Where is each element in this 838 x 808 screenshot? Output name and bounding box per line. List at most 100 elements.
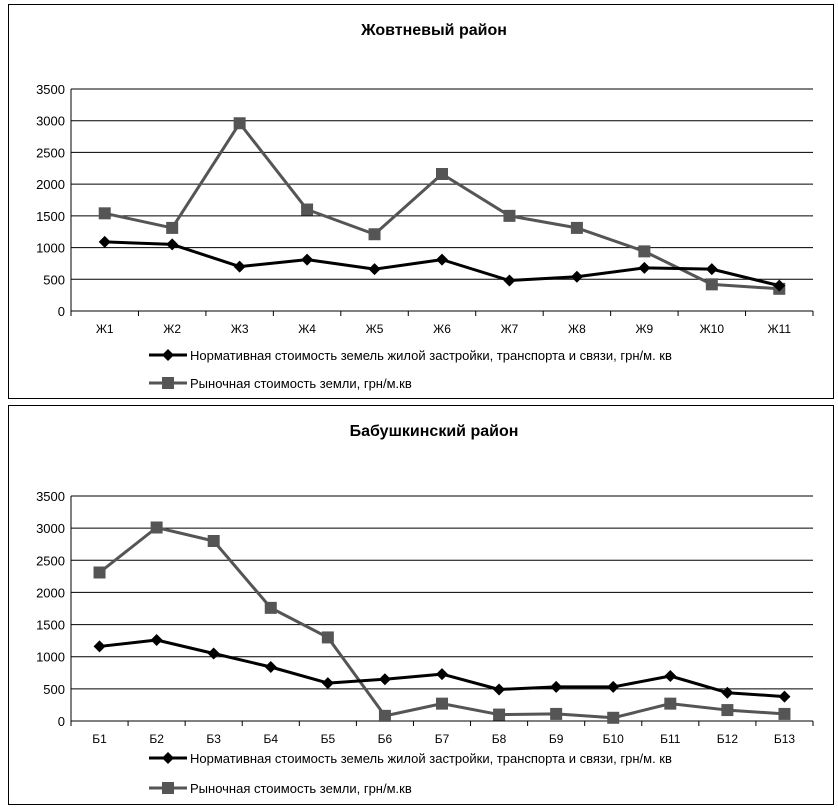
data-point-square bbox=[638, 245, 651, 258]
legend-marker-square bbox=[162, 377, 174, 389]
data-point-square bbox=[93, 566, 106, 579]
legend-label: Рыночная стоимость земли, грн/м.кв bbox=[190, 376, 412, 391]
x-tick-label: Ж3 bbox=[231, 322, 249, 336]
data-point-diamond bbox=[98, 235, 111, 248]
legend-label: Нормативная стоимость земель жилой застр… bbox=[190, 751, 672, 766]
x-tick-label: Ж7 bbox=[501, 322, 519, 336]
x-tick-label: Б2 bbox=[149, 732, 164, 746]
data-point-square bbox=[321, 631, 334, 644]
x-tick-label: Б3 bbox=[206, 732, 221, 746]
data-point-square bbox=[705, 278, 718, 291]
data-point-diamond bbox=[207, 647, 220, 660]
y-tick-label: 500 bbox=[43, 272, 65, 287]
x-tick-label: Ж4 bbox=[298, 322, 316, 336]
data-point-square bbox=[607, 711, 620, 724]
x-tick-label: Ж2 bbox=[163, 322, 181, 336]
x-tick-label: Б10 bbox=[603, 732, 625, 746]
legend-marker-diamond bbox=[162, 349, 174, 361]
legend-label: Рыночная стоимость земли, грн/м.кв bbox=[190, 781, 412, 796]
chart-svg-zhovtnevyi: Жовтневый район 0 500 1000 1500 2000 2500 3000… bbox=[36, 22, 814, 391]
y-tick-label: 3500 bbox=[36, 489, 65, 504]
y-tick-label: 500 bbox=[43, 682, 65, 697]
y-tick-label: 1500 bbox=[36, 209, 65, 224]
y-tick-label: 2000 bbox=[36, 177, 65, 192]
chart-zhovtnevyi: Жовтневый район 0 500 1000 1500 2000 2500 3000… bbox=[8, 4, 834, 399]
y-tick-label: 2500 bbox=[36, 145, 65, 160]
data-point-square bbox=[493, 708, 506, 721]
legend-marker-square bbox=[162, 782, 174, 794]
data-point-diamond bbox=[550, 680, 563, 693]
x-tick-label: Б7 bbox=[435, 732, 450, 746]
data-point-diamond bbox=[721, 686, 734, 699]
data-point-diamond bbox=[150, 634, 163, 646]
x-tick-label: Б11 bbox=[660, 732, 681, 746]
data-point-square bbox=[150, 521, 163, 534]
chart-babushkinskyi: Бабушкинский район 0 500 1000 1500 2000 2500 3… bbox=[8, 405, 834, 805]
data-point-diamond bbox=[436, 253, 448, 266]
data-point-diamond bbox=[233, 260, 246, 273]
x-tick-label: Ж6 bbox=[433, 322, 451, 336]
y-tick-label: 2500 bbox=[36, 553, 65, 568]
data-point-diamond bbox=[264, 661, 277, 673]
x-tick-label: Б8 bbox=[492, 732, 507, 746]
x-tick-label: Б12 bbox=[717, 732, 739, 746]
data-point-diamond bbox=[607, 680, 620, 693]
y-tick-label: 1000 bbox=[36, 650, 65, 665]
legend-label: Нормативная стоимость земель жилой застр… bbox=[190, 348, 672, 363]
data-point-diamond bbox=[773, 279, 786, 292]
x-tick-label: Б1 bbox=[92, 732, 107, 746]
data-point-diamond bbox=[436, 668, 448, 681]
data-point-square bbox=[570, 221, 583, 234]
x-tick-label: Б4 bbox=[263, 732, 278, 746]
y-tick-label: 0 bbox=[58, 304, 65, 319]
chart-title: Бабушкинский район bbox=[350, 423, 519, 440]
data-point-square bbox=[503, 209, 516, 222]
data-point-diamond bbox=[778, 690, 791, 703]
data-point-diamond bbox=[93, 640, 106, 653]
data-point-square bbox=[166, 221, 179, 234]
data-point-square bbox=[368, 228, 381, 241]
y-tick-label: 3000 bbox=[36, 521, 65, 536]
data-point-square bbox=[98, 207, 111, 220]
y-tick-label: 3500 bbox=[36, 82, 65, 97]
x-tick-label: Б5 bbox=[321, 732, 336, 746]
data-point-diamond bbox=[378, 673, 391, 686]
x-tick-label: Б6 bbox=[378, 732, 393, 746]
data-point-diamond bbox=[301, 253, 314, 266]
data-point-diamond bbox=[664, 670, 677, 682]
data-point-square bbox=[378, 709, 391, 722]
data-point-square bbox=[721, 704, 734, 717]
data-point-square bbox=[778, 707, 791, 720]
legend-marker-diamond bbox=[162, 752, 174, 764]
data-point-diamond bbox=[570, 270, 583, 283]
x-tick-label: Ж11 bbox=[767, 322, 791, 336]
data-point-diamond bbox=[321, 677, 334, 690]
data-point-square bbox=[301, 203, 314, 216]
data-point-diamond bbox=[166, 238, 179, 251]
x-tick-label: Ж10 bbox=[700, 322, 725, 336]
y-tick-label: 2000 bbox=[36, 585, 65, 600]
chart-svg-babushkinskyi: Бабушкинский район 0 500 1000 1500 2000 2500 3… bbox=[36, 423, 814, 796]
y-tick-label: 1500 bbox=[36, 618, 65, 633]
chart-title: Жовтневый район bbox=[360, 22, 507, 39]
data-point-diamond bbox=[368, 263, 381, 276]
x-tick-label: Ж9 bbox=[635, 322, 653, 336]
x-tick-label: Ж5 bbox=[366, 322, 384, 336]
y-tick-label: 3000 bbox=[36, 114, 65, 129]
x-tick-label: Ж1 bbox=[96, 322, 114, 336]
x-tick-label: Б13 bbox=[774, 732, 796, 746]
y-tick-label: 1000 bbox=[36, 241, 65, 256]
data-point-square bbox=[436, 697, 448, 710]
data-point-square bbox=[664, 697, 677, 710]
data-point-diamond bbox=[493, 683, 506, 696]
y-tick-label: 0 bbox=[58, 714, 65, 729]
data-point-square bbox=[550, 707, 563, 720]
data-point-diamond bbox=[638, 261, 651, 274]
x-tick-label: Б9 bbox=[549, 732, 564, 746]
data-point-square bbox=[207, 535, 220, 547]
data-point-square bbox=[264, 601, 277, 614]
data-point-square bbox=[233, 117, 246, 130]
data-point-diamond bbox=[503, 274, 516, 287]
data-point-diamond bbox=[705, 263, 718, 276]
data-point-square bbox=[436, 167, 448, 180]
